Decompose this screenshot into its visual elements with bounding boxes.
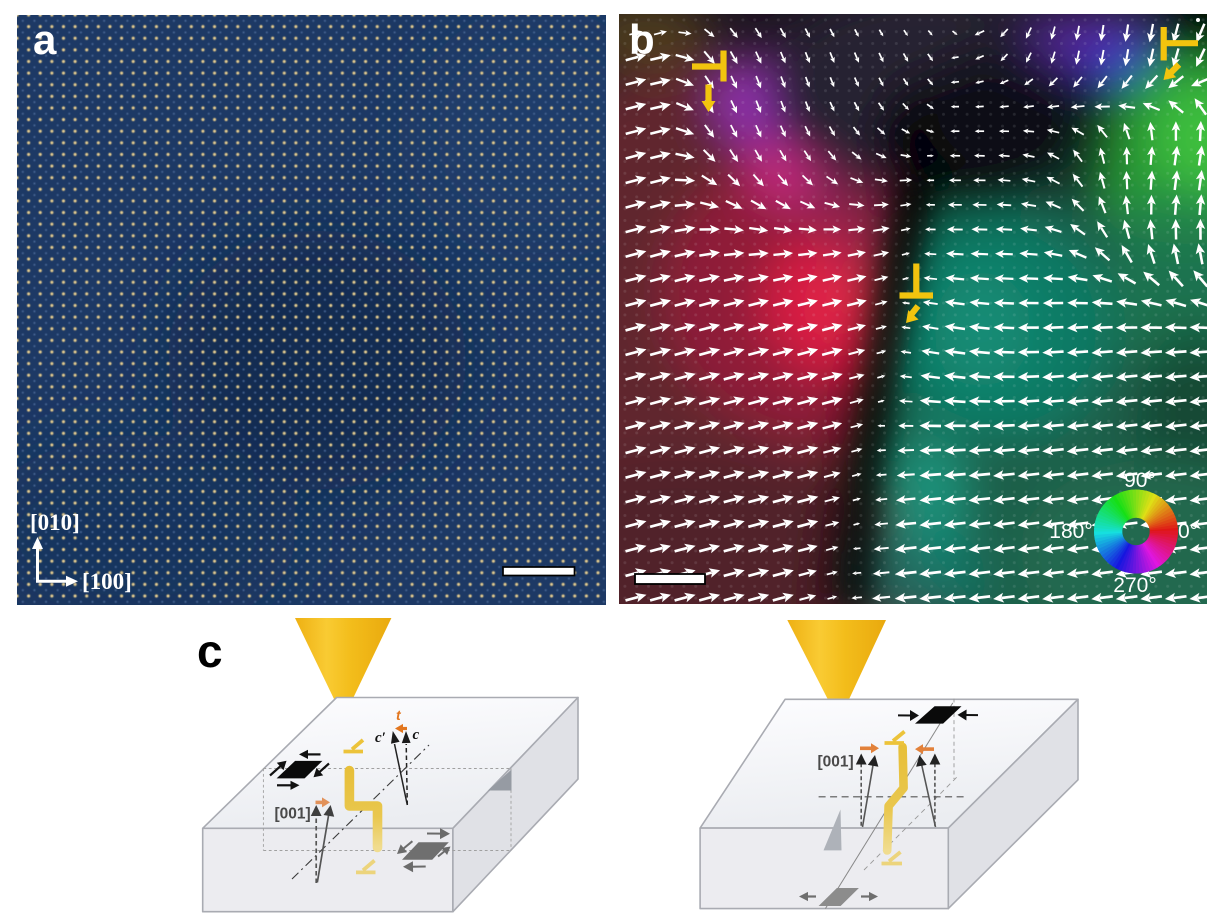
svg-text:0°: 0° xyxy=(1178,520,1198,543)
svg-text:90°: 90° xyxy=(1124,469,1156,492)
svg-text:c: c xyxy=(197,625,223,677)
svg-text:[001]: [001] xyxy=(818,754,854,771)
svg-text:[100]: [100] xyxy=(82,569,132,594)
svg-text:c: c xyxy=(413,727,420,743)
svg-text:180°: 180° xyxy=(1049,520,1092,543)
svg-text:t: t xyxy=(396,707,402,723)
svg-text:270°: 270° xyxy=(1113,574,1156,597)
svg-text:[001]: [001] xyxy=(275,806,311,823)
svg-text:c′: c′ xyxy=(375,730,386,746)
svg-text:[010]: [010] xyxy=(30,510,80,535)
svg-text:b: b xyxy=(629,16,655,63)
svg-text:a: a xyxy=(33,16,57,63)
